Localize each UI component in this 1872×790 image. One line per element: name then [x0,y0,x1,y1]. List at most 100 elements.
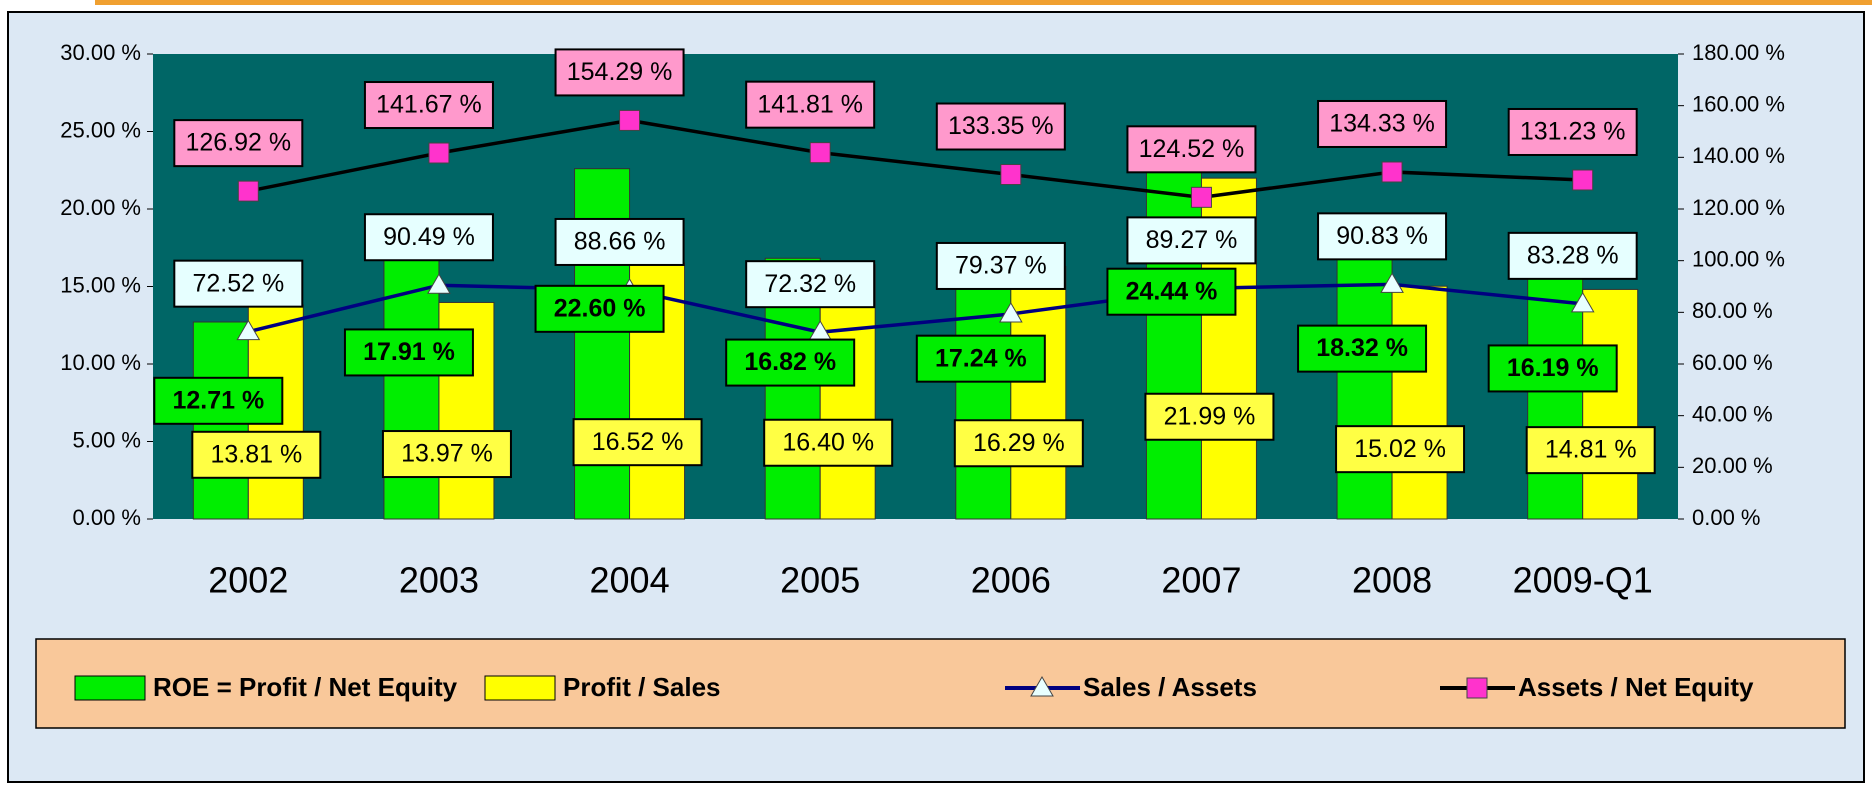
legend-label: Assets / Net Equity [1518,672,1754,702]
line-label-box [745,80,876,129]
bar-label: 16.52 % [592,428,684,456]
line-label-box [554,217,685,266]
y2-tick-label: 140.00 % [1692,143,1785,168]
bar [1527,267,1584,520]
marker [1000,164,1022,186]
marker [619,109,641,131]
line-label-box [1126,216,1257,265]
line-label: 134.33 % [1329,110,1435,138]
line-label: 79.37 % [955,252,1047,280]
marker [1570,291,1595,313]
x-tick-label: 2005 [780,560,860,601]
legend-marker [1030,676,1054,697]
y-tick-label: 10.00 % [60,350,141,375]
x-tick-label: 2007 [1161,560,1241,601]
bar-label: 17.91 % [363,338,455,366]
bar-label: 16.19 % [1507,354,1599,382]
line-label: 83.28 % [1527,241,1619,269]
bar-label: 13.97 % [401,440,493,468]
y2-tick-label: 120.00 % [1692,195,1785,220]
bar-label: 16.82 % [744,348,836,376]
bar-label-box [572,418,703,467]
marker [236,319,261,341]
bar-label-box [1335,425,1466,474]
line-label-box [1507,231,1638,280]
y2-tick-label: 180.00 % [1692,40,1785,65]
marker [809,142,831,164]
line-label-box [1317,212,1448,261]
y2-tick-label: 60.00 % [1692,350,1773,375]
line-label: 131.23 % [1520,118,1626,146]
line [247,118,1583,200]
marker [237,180,259,202]
marker [1572,169,1594,191]
x-tick-label: 2002 [208,560,288,601]
legend-marker [1466,677,1488,699]
marker [998,301,1023,323]
line-label-box [1126,125,1257,174]
bar [955,251,1012,520]
bar-label: 17.24 % [935,344,1027,372]
line-label-box [554,48,685,97]
bar [1582,288,1639,520]
line-label-box [745,260,876,309]
line-label: 90.83 % [1336,222,1428,250]
line-label-box [935,102,1066,151]
y2-tick-label: 100.00 % [1692,246,1785,271]
bar-label: 12.71 % [172,386,264,414]
y-tick-label: 25.00 % [60,117,141,142]
y2-tick-label: 80.00 % [1692,298,1773,323]
top-strip [95,0,1872,5]
bar-label-box [763,418,894,467]
bar-label-box [191,430,322,479]
bar-label: 14.81 % [1545,436,1637,464]
bar [1010,266,1067,520]
bar-label-box [915,334,1046,383]
bar-label: 15.02 % [1354,435,1446,463]
line-label-box [1507,107,1638,156]
y2-tick-label: 20.00 % [1692,453,1773,478]
line-label-box [173,259,304,308]
legend-box [35,638,1846,729]
x-tick-label: 2004 [590,560,670,601]
bar-label-box [725,338,856,387]
bar-label-box [534,284,665,333]
line-label: 90.49 % [383,223,475,251]
line-label: 141.67 % [376,91,482,119]
bar [1336,234,1393,520]
marker [428,142,450,164]
line-label: 72.52 % [192,269,284,297]
marker [1381,161,1403,183]
marker [1380,272,1404,293]
bar-label-box [953,419,1084,468]
line-label: 89.27 % [1146,226,1238,254]
y-tick-label: 15.00 % [60,272,141,297]
y-tick-label: 5.00 % [73,427,142,452]
bar-label-box [153,376,284,425]
marker [427,273,451,294]
line-label-box [935,241,1066,290]
bar-label-box [1297,324,1428,373]
bar-label: 21.99 % [1164,402,1256,430]
bar-label-box [381,430,512,479]
legend-label: Profit / Sales [563,672,721,702]
bar-label: 24.44 % [1126,277,1218,305]
y2-tick-label: 40.00 % [1692,401,1773,426]
legend-swatch [484,675,556,701]
line-label: 141.81 % [757,90,863,118]
bar-label: 16.40 % [782,428,874,456]
legend-swatch [74,675,146,701]
x-tick-label: 2006 [971,560,1051,601]
bar-label: 16.29 % [973,429,1065,457]
bar-label-box [1144,392,1275,441]
line-label: 154.29 % [567,58,673,86]
y2-tick-label: 160.00 % [1692,91,1785,116]
bar-label-box [343,328,474,377]
y-tick-label: 0.00 % [73,505,142,530]
line-label: 126.92 % [185,129,291,157]
line-label-box [363,213,494,262]
line-label-box [173,119,304,168]
line [247,282,1583,334]
y2-tick-label: 0.00 % [1692,505,1761,530]
